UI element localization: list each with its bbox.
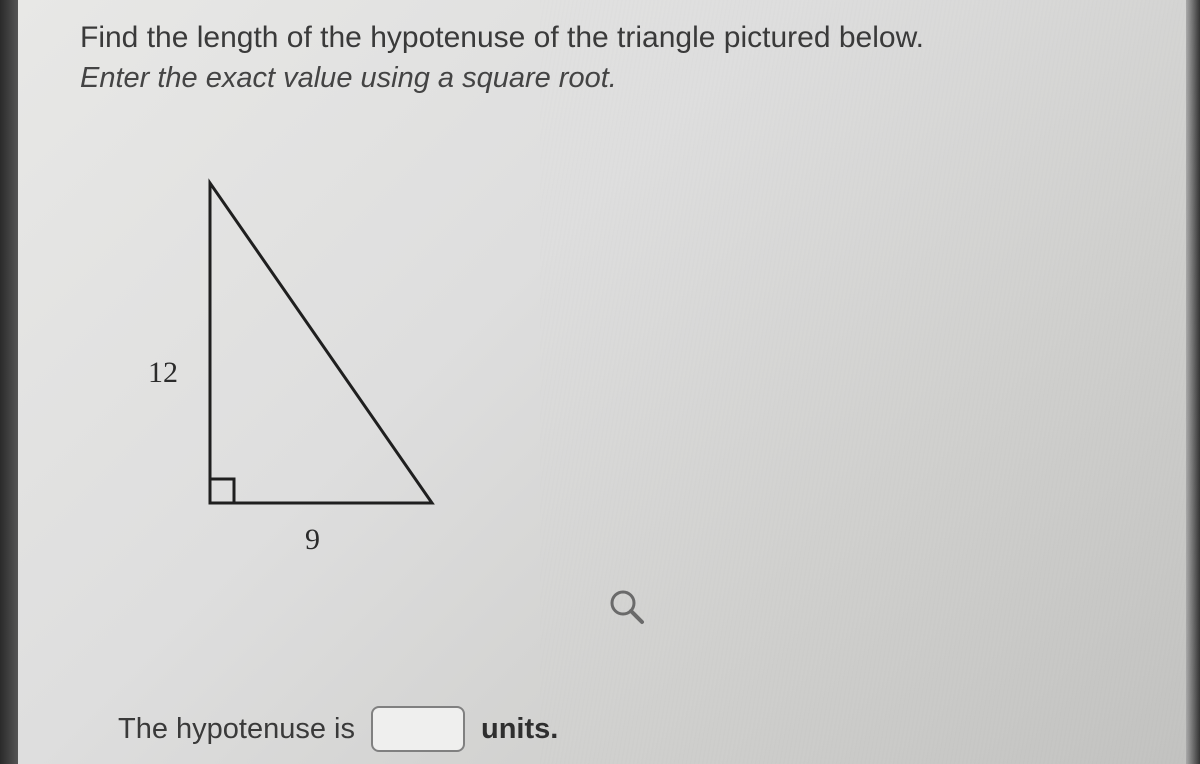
- zoom-button[interactable]: [608, 588, 646, 631]
- answer-suffix: units.: [481, 713, 558, 746]
- side-label-vertical: 12: [148, 356, 178, 390]
- screen-bezel-left: [0, 0, 18, 764]
- side-label-horizontal: 9: [305, 523, 320, 557]
- screen-bezel-right: [1186, 0, 1200, 764]
- triangle-shape: [210, 183, 432, 503]
- magnifier-icon: [608, 588, 646, 626]
- question-text-sub: Enter the exact value using a square roo…: [80, 59, 1160, 98]
- answer-row: The hypotenuse is units.: [118, 706, 558, 752]
- triangle-diagram: 12 9: [120, 178, 480, 568]
- triangle-svg: [200, 178, 460, 528]
- question-text-main: Find the length of the hypotenuse of the…: [80, 18, 1160, 59]
- right-angle-marker: [210, 479, 234, 503]
- hypotenuse-input[interactable]: [371, 706, 465, 752]
- answer-prefix: The hypotenuse is: [118, 713, 355, 746]
- question-content: Find the length of the hypotenuse of the…: [80, 18, 1160, 764]
